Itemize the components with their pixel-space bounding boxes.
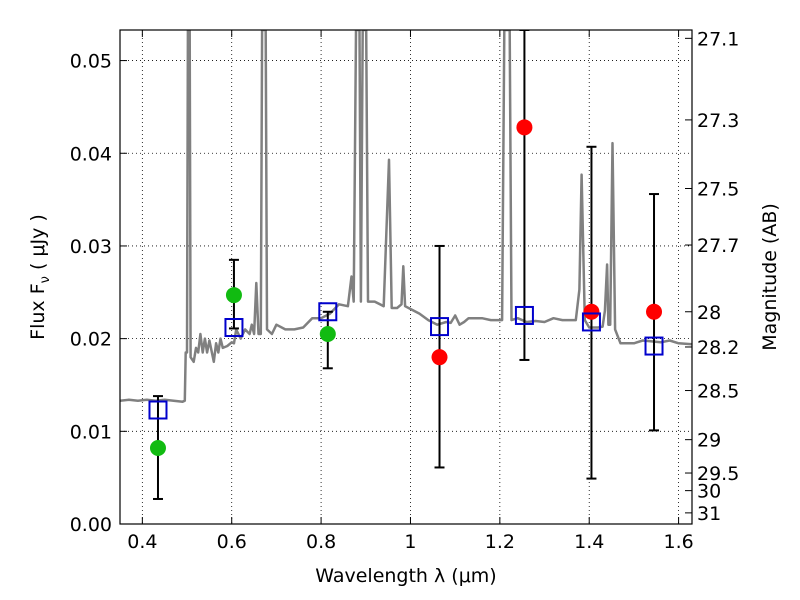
x-tick-label: 1.2 [485,531,515,553]
x-tick-label: 1.4 [574,531,604,553]
right-tick-label: 28.2 [697,337,739,359]
right-tick-label: 28.5 [697,381,739,403]
right-tick-label: 27.7 [697,235,739,257]
data-point-circle [319,326,336,342]
x-tick-label: 0.8 [306,531,336,553]
right-tick-label: 27.1 [697,28,739,50]
x-tick-label: 0.6 [217,531,247,553]
right-tick-label: 28 [697,302,721,324]
y-tick-label: 0.05 [70,51,112,73]
y-tick-label: 0.01 [70,421,112,443]
data-point-circle [225,287,242,304]
axis-ticks: 0.4 0.6 0.8 1 1.2 1.4 1.6 0.00 0.01 0.02 0.03 0.04 0… [70,28,740,553]
plot-border [119,29,693,525]
data-point-square [430,317,450,337]
data-point-square [644,336,664,356]
data-point-circle [583,303,600,320]
right-tick-label: 29 [697,430,721,452]
y-tick-label: 0.03 [70,236,112,258]
right-tick-label: 30 [697,481,721,503]
data-point-square [318,302,338,322]
right-tick-label: 27.5 [697,178,739,200]
data-point-square [581,312,601,332]
x-axis-label: Wavelength λ (μm) [315,565,496,587]
plot-area [120,30,692,500]
y-tick-label: 0.02 [70,329,112,351]
data-point-circle [431,349,448,366]
y-axis-label: Flux Fν ( μJy ) [27,214,53,340]
x-tick-label: 1.6 [663,531,693,553]
x-tick-label: 1 [404,531,416,553]
spectrum-line [120,30,692,403]
right-tick-label: 29.5 [697,463,739,485]
data-point-square [148,400,168,420]
right-axis-label: Magnitude (AB) [759,203,781,351]
data-point-circle [149,440,166,456]
y-tick-label: 0.04 [70,143,112,165]
y-axis-label-sub: ν [38,276,53,283]
data-point-square [224,318,244,338]
data-point-square [514,305,534,325]
right-tick-label: 31 [697,503,721,525]
right-tick-label: 27.3 [697,110,739,132]
data-point-circle [516,119,533,136]
y-axis-label-main: Flux F [27,283,49,339]
y-axis-label-unit: ( μJy ) [27,214,49,276]
data-markers [148,119,664,456]
axes-frame [119,29,693,525]
x-tick-label: 0.4 [127,531,157,553]
y-tick-label: 0.00 [70,514,112,536]
data-point-circle [646,303,663,320]
